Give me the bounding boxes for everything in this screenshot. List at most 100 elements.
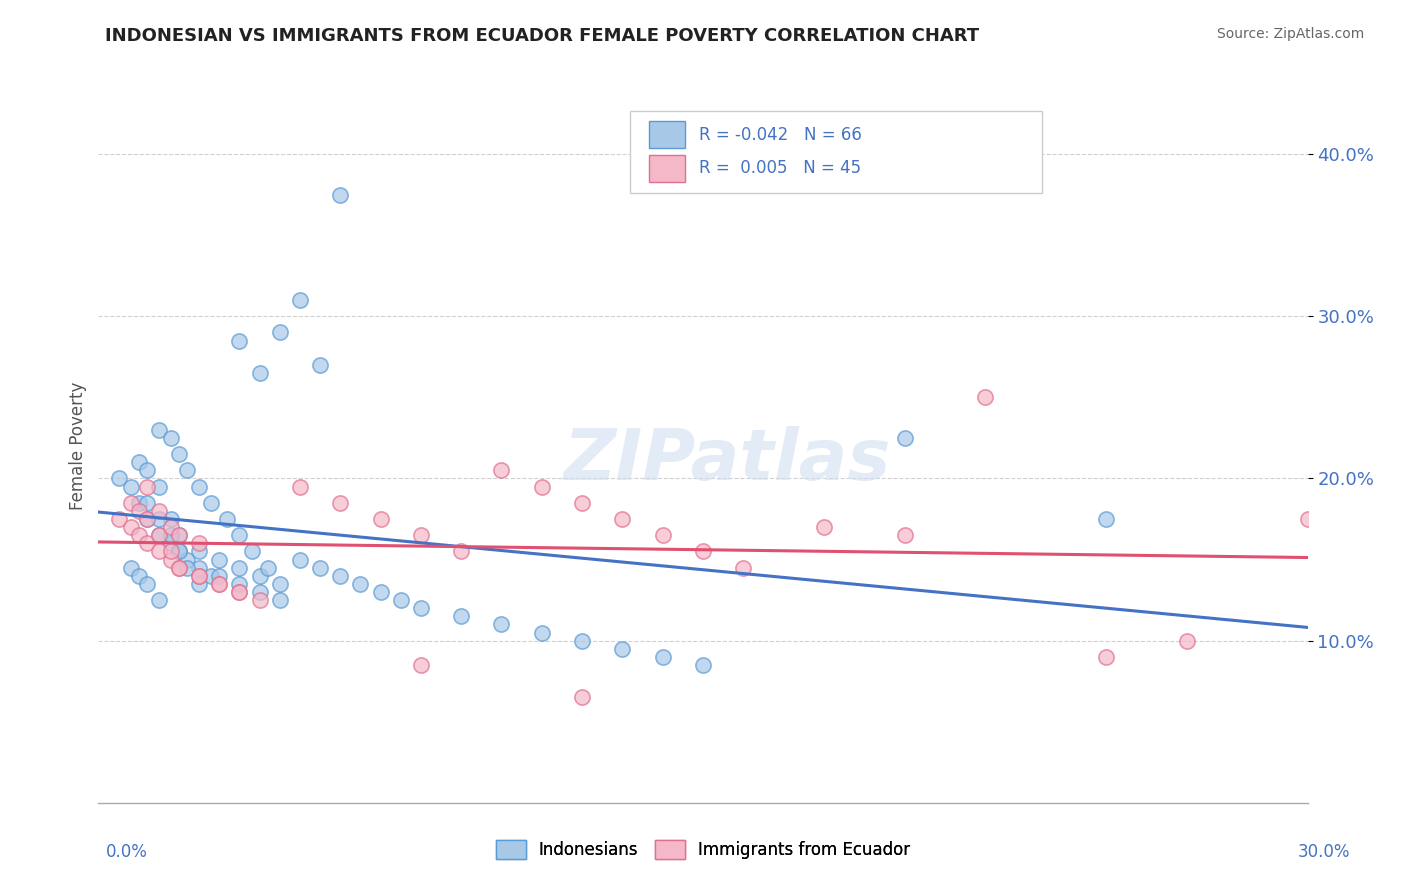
Point	[188, 560, 211, 574]
Point	[571, 690, 593, 705]
Point	[148, 504, 170, 518]
Point	[256, 560, 278, 574]
Point	[208, 577, 231, 591]
Point	[1175, 633, 1198, 648]
Point	[571, 496, 593, 510]
Y-axis label: Female Poverty: Female Poverty	[69, 382, 87, 510]
Point	[167, 544, 190, 558]
Point	[135, 536, 157, 550]
Point	[135, 577, 157, 591]
Point	[128, 528, 150, 542]
Point	[135, 512, 157, 526]
Point	[148, 544, 170, 558]
Point	[249, 366, 271, 380]
Point	[135, 512, 157, 526]
Point	[148, 593, 170, 607]
Point	[135, 479, 157, 493]
Point	[167, 528, 190, 542]
Point	[612, 512, 634, 526]
Point	[530, 625, 553, 640]
Point	[135, 463, 157, 477]
Point	[893, 528, 915, 542]
Point	[160, 544, 183, 558]
Point	[107, 512, 129, 526]
Point	[107, 471, 129, 485]
Point	[128, 568, 150, 582]
Point	[530, 479, 553, 493]
Point	[309, 560, 332, 574]
Point	[389, 593, 412, 607]
Point	[167, 560, 190, 574]
Point	[1296, 512, 1319, 526]
Text: 0.0%: 0.0%	[105, 843, 148, 861]
Point	[135, 496, 157, 510]
Text: INDONESIAN VS IMMIGRANTS FROM ECUADOR FEMALE POVERTY CORRELATION CHART: INDONESIAN VS IMMIGRANTS FROM ECUADOR FE…	[105, 27, 980, 45]
Point	[249, 568, 271, 582]
Point	[208, 568, 231, 582]
Point	[208, 552, 231, 566]
Point	[288, 479, 311, 493]
Point	[612, 641, 634, 656]
Text: Source: ZipAtlas.com: Source: ZipAtlas.com	[1216, 27, 1364, 41]
Point	[309, 358, 332, 372]
Point	[409, 657, 432, 672]
Point	[450, 544, 472, 558]
Point	[228, 585, 250, 599]
Point	[269, 593, 291, 607]
Point	[188, 544, 211, 558]
Legend: Indonesians, Immigrants from Ecuador: Indonesians, Immigrants from Ecuador	[489, 833, 917, 866]
Point	[208, 577, 231, 591]
FancyBboxPatch shape	[648, 155, 685, 182]
Point	[692, 657, 714, 672]
Point	[217, 512, 239, 526]
Point	[228, 528, 250, 542]
Text: ZIPatlas: ZIPatlas	[564, 425, 891, 495]
Point	[188, 577, 211, 591]
Point	[813, 520, 835, 534]
Point	[651, 528, 673, 542]
Point	[269, 577, 291, 591]
Point	[160, 552, 183, 566]
Point	[893, 431, 915, 445]
Point	[228, 334, 250, 348]
Point	[370, 585, 392, 599]
Point	[176, 560, 198, 574]
Point	[571, 633, 593, 648]
Point	[200, 568, 222, 582]
Point	[176, 463, 198, 477]
Point	[128, 455, 150, 469]
Point	[409, 601, 432, 615]
Point	[188, 536, 211, 550]
Point	[167, 528, 190, 542]
Point	[240, 544, 263, 558]
Point	[491, 617, 513, 632]
Point	[167, 447, 190, 461]
Point	[288, 552, 311, 566]
Point	[120, 560, 142, 574]
Point	[974, 390, 997, 404]
Point	[148, 423, 170, 437]
Point	[120, 520, 142, 534]
Point	[249, 585, 271, 599]
Point	[160, 520, 183, 534]
Point	[249, 593, 271, 607]
Point	[329, 187, 352, 202]
Point	[450, 609, 472, 624]
Point	[160, 431, 183, 445]
Point	[491, 463, 513, 477]
Point	[120, 496, 142, 510]
Point	[733, 560, 755, 574]
Point	[176, 552, 198, 566]
Text: R =  0.005   N = 45: R = 0.005 N = 45	[699, 160, 862, 178]
Point	[228, 577, 250, 591]
Point	[1095, 512, 1118, 526]
FancyBboxPatch shape	[648, 121, 685, 148]
Point	[128, 496, 150, 510]
Point	[167, 544, 190, 558]
Point	[167, 560, 190, 574]
Point	[160, 536, 183, 550]
Point	[370, 512, 392, 526]
Point	[188, 568, 211, 582]
Point	[148, 528, 170, 542]
Point	[288, 293, 311, 307]
